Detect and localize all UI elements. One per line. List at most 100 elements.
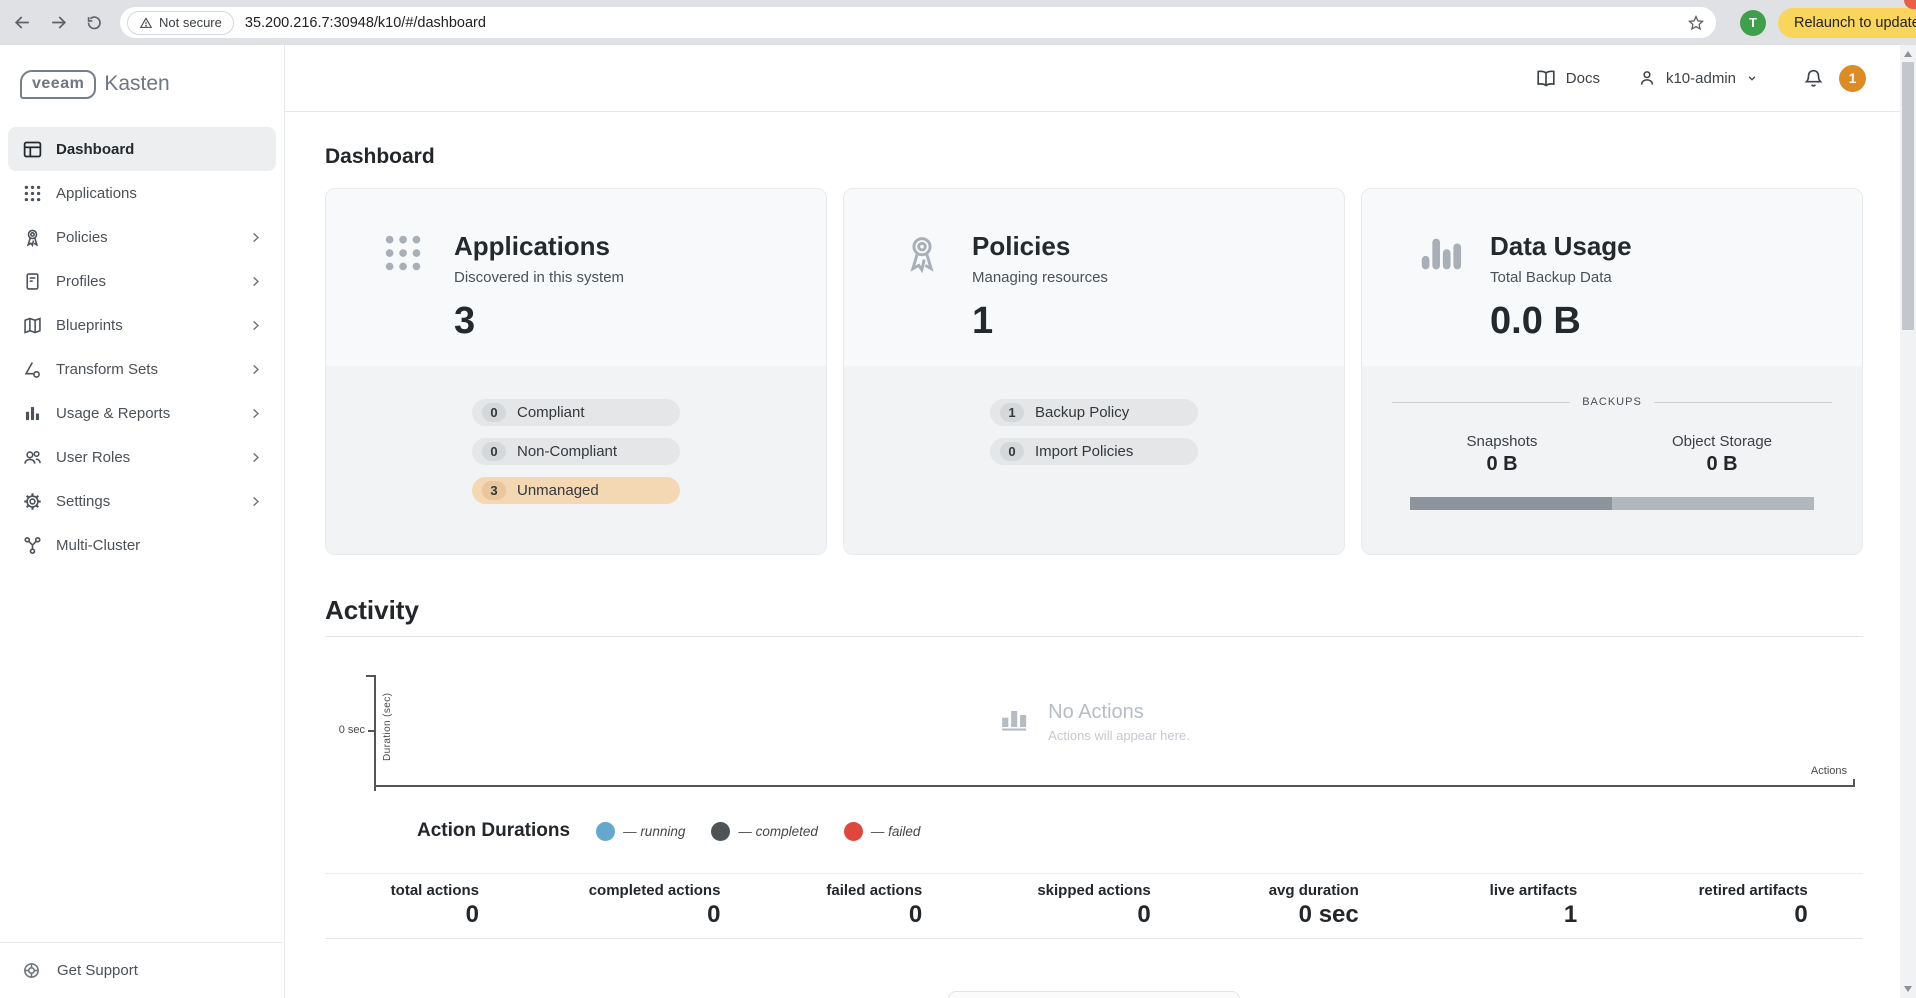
- applications-count: 3: [454, 300, 624, 343]
- x-axis-end-tick: [1853, 779, 1855, 787]
- life-ring-icon: [21, 960, 43, 982]
- backups-label: BACKUPS: [1582, 396, 1642, 408]
- activity-section-title: Activity: [325, 595, 1863, 637]
- main-content: Dashboard Applications Discovered in thi…: [285, 112, 1900, 998]
- sidebar-item-profiles[interactable]: Profiles: [8, 259, 276, 303]
- usage-bar-object-storage-segment: [1612, 497, 1814, 510]
- star-icon: [1687, 14, 1705, 32]
- sidebar-item-settings[interactable]: Settings: [8, 479, 276, 523]
- stat-label: completed actions: [589, 882, 721, 900]
- data-usage-card-top: Data Usage Total Backup Data 0.0 B: [1362, 189, 1862, 366]
- scrollbar-down-arrow[interactable]: [1904, 986, 1912, 992]
- stat-live-artifacts: live artifacts 1: [1424, 882, 1644, 928]
- legend-entry-failed: — failed: [844, 822, 921, 841]
- avatar-initial: T: [1749, 15, 1757, 30]
- warning-triangle-icon: [139, 16, 153, 30]
- next-section-peek: [948, 991, 1240, 998]
- stat-value: 0 sec: [1269, 902, 1359, 928]
- sidebar-item-label: Usage & Reports: [56, 405, 170, 422]
- gear-icon: [21, 490, 43, 512]
- notifications-button[interactable]: [1802, 67, 1825, 90]
- non-compliant-pill[interactable]: 0 Non-Compliant: [472, 438, 680, 465]
- unmanaged-pill[interactable]: 3 Unmanaged: [472, 477, 680, 504]
- sidebar-item-user-roles[interactable]: User Roles: [8, 435, 276, 479]
- stat-avg-duration: avg duration 0 sec: [1204, 882, 1424, 928]
- sidebar-item-label: Multi-Cluster: [56, 537, 140, 554]
- empty-chart-state: No Actions Actions will appear here.: [998, 701, 1190, 743]
- x-axis-label: Actions: [1811, 765, 1847, 777]
- snapshots-label: Snapshots: [1392, 433, 1612, 450]
- stat-value: 0: [826, 902, 922, 928]
- card-subtitle: Discovered in this system: [454, 269, 624, 286]
- applications-card[interactable]: Applications Discovered in this system 3…: [325, 188, 827, 555]
- y-axis-top-tick: [366, 675, 374, 677]
- policies-card[interactable]: Policies Managing resources 1 1 Backup P…: [843, 188, 1345, 555]
- browser-forward-button[interactable]: [42, 7, 74, 39]
- stat-label: live artifacts: [1490, 882, 1578, 900]
- browser-back-button[interactable]: [6, 7, 38, 39]
- user-icon: [1637, 68, 1657, 88]
- url-bar[interactable]: Not secure 35.200.216.7:30948/k10/#/dash…: [120, 7, 1716, 38]
- get-support-link[interactable]: Get Support: [0, 942, 283, 998]
- pill-label: Compliant: [517, 404, 585, 421]
- docs-link[interactable]: Docs: [1535, 67, 1600, 89]
- legend-label: — completed: [738, 824, 818, 839]
- sidebar-item-multi-cluster[interactable]: Multi-Cluster: [8, 523, 276, 567]
- sidebar-item-transform-sets[interactable]: Transform Sets: [8, 347, 276, 391]
- scrollbar-up-arrow[interactable]: [1904, 51, 1912, 57]
- user-menu[interactable]: k10-admin: [1637, 68, 1759, 88]
- failed-dot-icon: [844, 822, 863, 841]
- empty-state-title: No Actions: [1048, 701, 1190, 724]
- apps-grid-icon: [380, 231, 428, 279]
- transform-icon: [21, 358, 43, 380]
- pill-count: 3: [482, 481, 506, 500]
- import-policies-pill[interactable]: 0 Import Policies: [990, 438, 1198, 465]
- pill-count: 0: [482, 442, 506, 461]
- data-usage-card-bottom: BACKUPS Snapshots 0 B Object Storage 0 B: [1362, 366, 1862, 554]
- sidebar-item-usage-reports[interactable]: Usage & Reports: [8, 391, 276, 435]
- policies-card-bottom: 1 Backup Policy 0 Import Policies: [844, 366, 1344, 554]
- stat-value: 1: [1490, 902, 1578, 928]
- topbar: Docs k10-admin 1: [285, 45, 1900, 112]
- page-scrollbar[interactable]: [1900, 45, 1916, 998]
- stat-label: total actions: [391, 882, 479, 900]
- sidebar-item-label: Settings: [56, 493, 110, 510]
- sidebar-item-dashboard[interactable]: Dashboard: [8, 127, 276, 171]
- compliant-pill[interactable]: 0 Compliant: [472, 399, 680, 426]
- award-icon: [898, 231, 946, 279]
- divider-line: [1392, 402, 1570, 403]
- browser-profile-avatar[interactable]: T: [1740, 10, 1766, 36]
- bookmark-star-button[interactable]: [1682, 9, 1710, 37]
- relaunch-to-update-button[interactable]: Relaunch to update: [1778, 8, 1916, 38]
- sidebar-item-applications[interactable]: Applications: [8, 171, 276, 215]
- y-axis-zero-tick: [368, 730, 374, 732]
- apps-grid-icon: [21, 182, 43, 204]
- not-secure-chip[interactable]: Not secure: [127, 11, 234, 35]
- get-support-label: Get Support: [57, 962, 138, 979]
- y-axis-label: Duration (sec): [382, 693, 393, 761]
- sidebar-item-label: Dashboard: [56, 141, 134, 158]
- bell-icon: [1802, 67, 1825, 90]
- sidebar-item-blueprints[interactable]: Blueprints: [8, 303, 276, 347]
- page-title: Dashboard: [325, 144, 1863, 170]
- map-icon: [21, 314, 43, 336]
- activity-stats-row: total actions 0 completed actions 0 fail…: [325, 873, 1863, 939]
- document-icon: [21, 270, 43, 292]
- forward-arrow-icon: [49, 13, 68, 32]
- sidebar-item-label: Blueprints: [56, 317, 123, 334]
- dashboard-icon: [21, 138, 43, 160]
- sidebar-item-policies[interactable]: Policies: [8, 215, 276, 259]
- scrollbar-thumb[interactable]: [1902, 62, 1914, 330]
- notification-count-badge[interactable]: 1: [1839, 65, 1866, 92]
- browser-reload-button[interactable]: [78, 7, 110, 39]
- legend-title: Action Durations: [417, 820, 570, 842]
- pill-count: 0: [482, 403, 506, 422]
- backup-policy-pill[interactable]: 1 Backup Policy: [990, 399, 1198, 426]
- chevron-right-icon: [248, 406, 263, 421]
- card-title: Data Usage: [1490, 231, 1632, 262]
- snapshots-value: 0 B: [1392, 453, 1612, 476]
- applications-card-bottom: 0 Compliant 0 Non-Compliant 3 Unmanaged: [326, 366, 826, 554]
- data-usage-card[interactable]: Data Usage Total Backup Data 0.0 B BACKU…: [1361, 188, 1863, 555]
- veeam-logo: veeam: [20, 70, 96, 99]
- stat-value: 0: [1699, 902, 1808, 928]
